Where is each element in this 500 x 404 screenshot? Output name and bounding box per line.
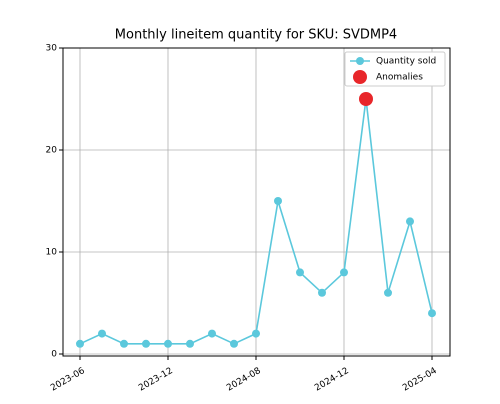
point — [120, 339, 128, 348]
point — [406, 217, 414, 226]
point — [208, 329, 216, 338]
x-tick-label: 2024-08 — [225, 366, 263, 394]
y-tick-label: 10 — [46, 248, 58, 258]
point — [274, 197, 282, 205]
anomaly — [359, 92, 373, 106]
point — [76, 339, 84, 348]
chart-title: Monthly lineitem quantity for SKU: SVDMP… — [115, 28, 397, 43]
y-tick-label: 20 — [46, 146, 58, 156]
plot-frame — [62, 47, 451, 357]
point — [340, 268, 348, 277]
point — [318, 288, 326, 297]
legend-label: Quantity sold — [376, 57, 436, 67]
x-tick-label: 2023-06 — [49, 366, 87, 394]
point — [252, 329, 260, 338]
point — [164, 339, 172, 348]
point — [98, 329, 106, 338]
x-tick-label: 2023-12 — [137, 366, 175, 393]
x-tick-label: 2024-12 — [313, 366, 351, 393]
point — [230, 339, 238, 348]
y-tick-label: 0 — [51, 350, 57, 360]
x-tick-label: 2025-04 — [401, 366, 439, 394]
point — [186, 339, 194, 348]
point — [296, 268, 304, 277]
legend: Quantity sold Anomalies — [344, 51, 446, 87]
legend-label: Anomalies — [376, 73, 423, 83]
point — [428, 309, 436, 318]
point — [142, 339, 150, 348]
y-tick-label: 30 — [46, 44, 58, 54]
legend-marker — [356, 57, 364, 65]
legend-marker — [353, 70, 367, 84]
point — [384, 288, 392, 297]
